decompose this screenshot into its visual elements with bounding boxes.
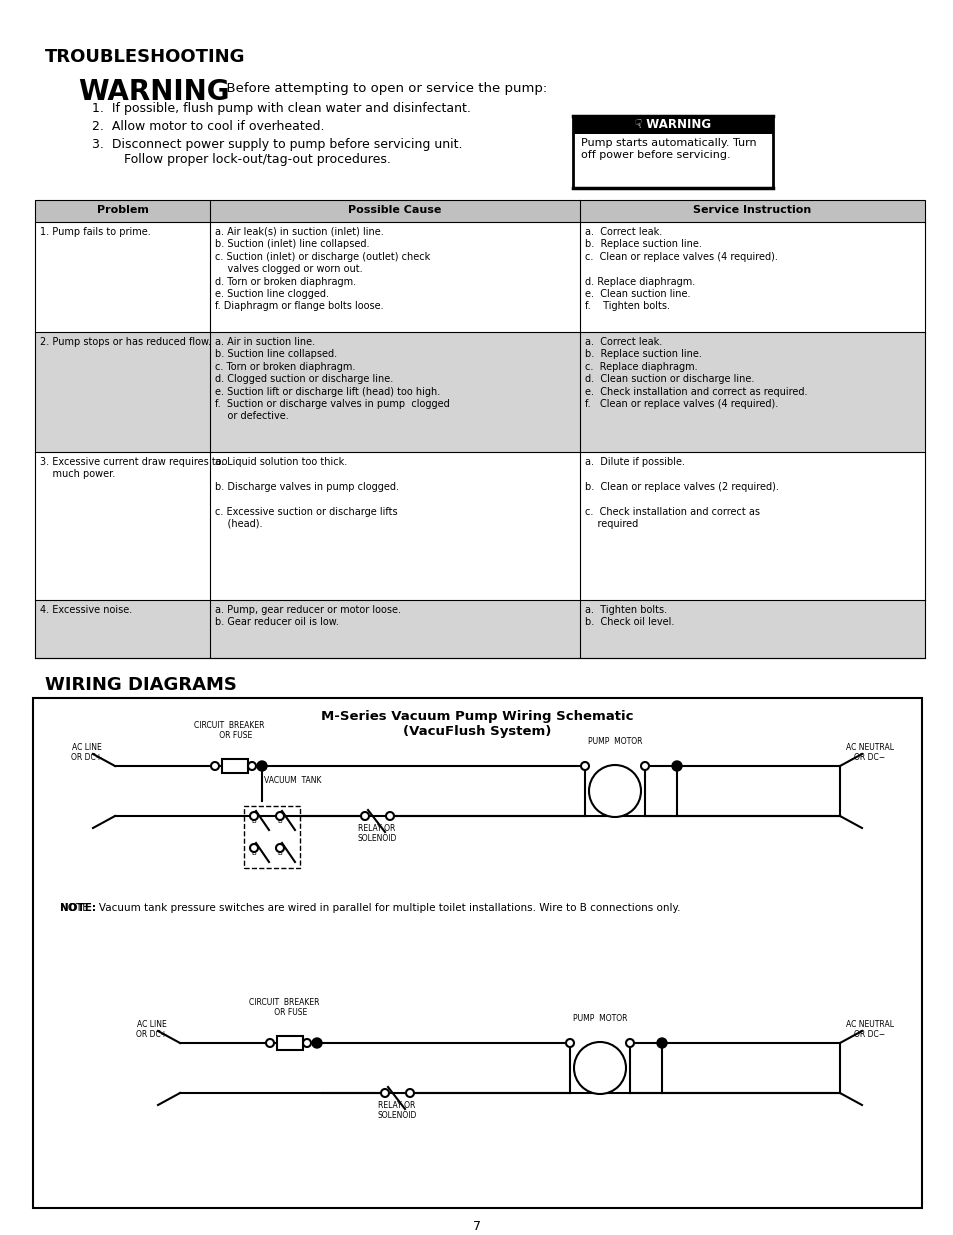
Bar — [35, 452, 924, 600]
Text: B: B — [252, 850, 256, 856]
Text: 2.  Allow motor to cool if overheated.: 2. Allow motor to cool if overheated. — [91, 120, 324, 133]
Text: 1. Pump fails to prime.: 1. Pump fails to prime. — [40, 227, 151, 237]
Text: 7: 7 — [473, 1220, 480, 1233]
Text: Before attempting to open or service the pump:: Before attempting to open or service the… — [218, 82, 547, 95]
Text: AC NEUTRAL
OR DC−: AC NEUTRAL OR DC− — [845, 1020, 893, 1039]
Text: NOTE:  Vacuum tank pressure switches are wired in parallel for multiple toilet i: NOTE: Vacuum tank pressure switches are … — [60, 903, 679, 913]
Bar — [276, 1036, 303, 1050]
Text: PUMP  MOTOR: PUMP MOTOR — [587, 737, 641, 746]
Circle shape — [275, 811, 284, 820]
Circle shape — [640, 762, 648, 769]
Circle shape — [211, 762, 219, 769]
Bar — [35, 600, 924, 658]
Text: a.  Tighten bolts.
b.  Check oil level.: a. Tighten bolts. b. Check oil level. — [584, 605, 674, 627]
Bar — [573, 116, 772, 188]
Bar — [35, 332, 924, 452]
Circle shape — [380, 1089, 389, 1097]
Text: a.  Correct leak.
b.  Replace suction line.
c.  Clean or replace valves (4 requi: a. Correct leak. b. Replace suction line… — [584, 227, 777, 311]
Text: 3.  Disconnect power supply to pump before servicing unit.
        Follow proper: 3. Disconnect power supply to pump befor… — [91, 138, 462, 165]
Text: WARNING: WARNING — [78, 78, 230, 106]
Text: ☟ WARNING: ☟ WARNING — [635, 119, 710, 131]
Text: B: B — [277, 850, 282, 856]
Circle shape — [248, 762, 255, 769]
Circle shape — [250, 844, 257, 852]
Text: a. Air leak(s) in suction (inlet) line.
b. Suction (inlet) line collapsed.
c. Su: a. Air leak(s) in suction (inlet) line. … — [214, 227, 430, 311]
Text: CIRCUIT  BREAKER
      OR FUSE: CIRCUIT BREAKER OR FUSE — [249, 998, 319, 1016]
Circle shape — [625, 1039, 634, 1047]
Bar — [33, 698, 921, 1208]
Bar — [573, 116, 772, 135]
Text: Possible Cause: Possible Cause — [348, 205, 441, 215]
Circle shape — [671, 761, 681, 771]
Circle shape — [588, 764, 640, 818]
Text: 1.  If possible, flush pump with clean water and disinfectant.: 1. If possible, flush pump with clean wa… — [91, 103, 471, 115]
Text: a. Air in suction line.
b. Suction line collapsed.
c. Torn or broken diaphragm.
: a. Air in suction line. b. Suction line … — [214, 337, 449, 421]
Text: M-Series Vacuum Pump Wiring Schematic
(VacuFlush System): M-Series Vacuum Pump Wiring Schematic (V… — [320, 710, 633, 739]
Text: a. Pump, gear reducer or motor loose.
b. Gear reducer oil is low.: a. Pump, gear reducer or motor loose. b.… — [214, 605, 400, 627]
Text: AC NEUTRAL
OR DC−: AC NEUTRAL OR DC− — [845, 742, 893, 762]
Bar — [35, 222, 924, 332]
Text: Service Instruction: Service Instruction — [693, 205, 811, 215]
Text: a.  Dilute if possible.

b.  Clean or replace valves (2 required).

c.  Check in: a. Dilute if possible. b. Clean or repla… — [584, 457, 778, 529]
Circle shape — [275, 844, 284, 852]
Circle shape — [303, 1039, 311, 1047]
Text: 3. Excessive current draw requires too
    much power.: 3. Excessive current draw requires too m… — [40, 457, 227, 479]
Circle shape — [580, 762, 588, 769]
Text: a. Liquid solution too thick.

b. Discharge valves in pump clogged.

c. Excessiv: a. Liquid solution too thick. b. Dischar… — [214, 457, 398, 529]
Text: 4. Excessive noise.: 4. Excessive noise. — [40, 605, 132, 615]
Text: 2. Pump stops or has reduced flow.: 2. Pump stops or has reduced flow. — [40, 337, 211, 347]
Circle shape — [312, 1037, 322, 1049]
Text: Problem: Problem — [96, 205, 149, 215]
Circle shape — [565, 1039, 574, 1047]
Text: PUMP  MOTOR: PUMP MOTOR — [572, 1014, 626, 1023]
Text: RELAY OR
SOLENOID: RELAY OR SOLENOID — [357, 824, 396, 844]
Bar — [244, 806, 299, 868]
Text: Pump starts automatically. Turn
off power before servicing.: Pump starts automatically. Turn off powe… — [580, 138, 756, 159]
Circle shape — [250, 811, 257, 820]
Text: B: B — [252, 818, 256, 824]
Text: TROUBLESHOOTING: TROUBLESHOOTING — [45, 48, 245, 65]
Text: RELAY OR
SOLENOID: RELAY OR SOLENOID — [377, 1100, 416, 1120]
Bar — [35, 200, 924, 222]
Text: B: B — [277, 818, 282, 824]
Text: VACUUM  TANK: VACUUM TANK — [264, 776, 321, 785]
Circle shape — [266, 1039, 274, 1047]
Circle shape — [406, 1089, 414, 1097]
Circle shape — [657, 1037, 666, 1049]
Text: a.  Correct leak.
b.  Replace suction line.
c.  Replace diaphragm.
d.  Clean suc: a. Correct leak. b. Replace suction line… — [584, 337, 806, 409]
Circle shape — [386, 811, 394, 820]
Text: AC LINE
OR DC+: AC LINE OR DC+ — [71, 742, 103, 762]
Circle shape — [574, 1042, 625, 1094]
Bar — [222, 760, 248, 773]
Text: CIRCUIT  BREAKER
      OR FUSE: CIRCUIT BREAKER OR FUSE — [193, 720, 264, 740]
Circle shape — [360, 811, 369, 820]
Text: NOTE:: NOTE: — [60, 903, 96, 913]
Bar — [35, 200, 924, 658]
Text: WIRING DIAGRAMS: WIRING DIAGRAMS — [45, 676, 236, 694]
Circle shape — [256, 761, 267, 771]
Text: AC LINE
OR DC+: AC LINE OR DC+ — [136, 1020, 168, 1039]
